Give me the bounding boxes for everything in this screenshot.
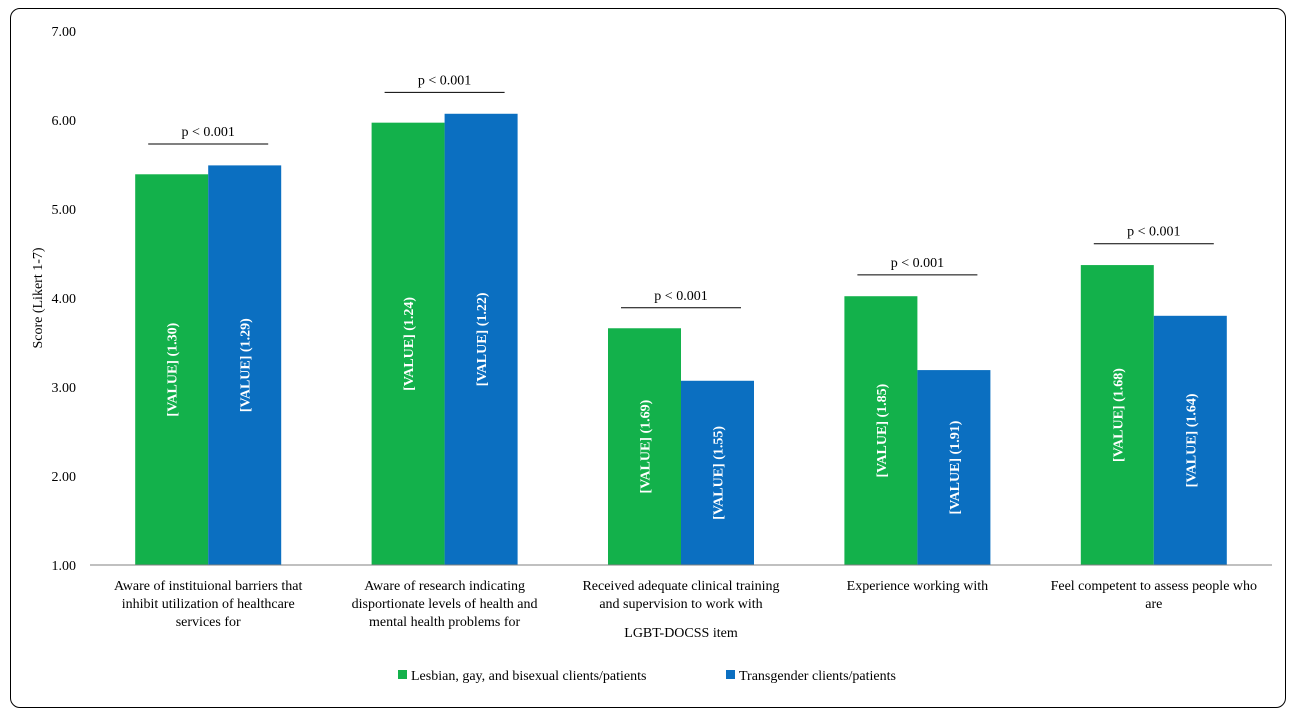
significance-label: p < 0.001 bbox=[891, 256, 944, 271]
bar-lgb bbox=[1080, 265, 1154, 565]
bar-lgb bbox=[844, 296, 918, 565]
data-label: [VALUE] (1.55) bbox=[712, 426, 727, 520]
significance-label: p < 0.001 bbox=[654, 289, 707, 304]
x-category-label: disportionate levels of health and bbox=[352, 597, 538, 612]
x-category-label: are bbox=[1145, 597, 1162, 612]
x-category-label: Aware of research indicating bbox=[364, 579, 525, 594]
legend-swatch bbox=[398, 670, 407, 679]
data-label: [VALUE] (1.22) bbox=[475, 292, 490, 386]
legend-swatch bbox=[726, 670, 735, 679]
y-tick-label: 7.00 bbox=[52, 25, 77, 40]
y-tick-label: 6.00 bbox=[52, 114, 77, 129]
bar-lgb bbox=[135, 174, 209, 566]
data-label: [VALUE] (1.30) bbox=[166, 322, 181, 416]
data-label: [VALUE] (1.29) bbox=[239, 318, 254, 412]
y-tick-label: 2.00 bbox=[52, 470, 77, 485]
x-category-label: Aware of instituional barriers that bbox=[114, 579, 303, 594]
significance-label: p < 0.001 bbox=[418, 73, 471, 88]
data-label: [VALUE] (1.91) bbox=[948, 420, 963, 514]
x-category-label: and supervision to work with bbox=[599, 597, 762, 612]
data-label: [VALUE] (1.69) bbox=[639, 399, 654, 493]
bar-transgender bbox=[1153, 315, 1227, 565]
x-category-label: Experience working with bbox=[847, 579, 989, 594]
significance-label: p < 0.001 bbox=[1127, 225, 1180, 240]
data-label: [VALUE] (1.85) bbox=[875, 383, 890, 477]
x-axis-label: LGBT-DOCSS item bbox=[624, 626, 738, 641]
significance-label: p < 0.001 bbox=[181, 125, 234, 140]
y-tick-label: 3.00 bbox=[52, 381, 77, 396]
data-label: [VALUE] (1.24) bbox=[402, 297, 417, 391]
x-category-label: services for bbox=[176, 615, 241, 630]
bar-chart: 1.00 2.00 3.00 4.00 5.00 6.00 7.00 Score (Liker… bbox=[31, 25, 1272, 684]
x-category-label: mental health problems for bbox=[369, 615, 521, 630]
bar-lgb bbox=[608, 328, 681, 565]
bar-transgender bbox=[208, 165, 282, 565]
bar-transgender bbox=[917, 370, 991, 565]
bar-lgb bbox=[371, 122, 445, 566]
x-category-label: inhibit utilization of healthcare bbox=[122, 597, 295, 612]
bar-transgender bbox=[681, 380, 754, 565]
x-category-label: Feel competent to assess people who bbox=[1051, 579, 1257, 594]
legend-label: Lesbian, gay, and bisexual clients/patie… bbox=[411, 669, 646, 684]
y-tick-label: 5.00 bbox=[52, 203, 77, 218]
y-tick-label: 4.00 bbox=[52, 292, 77, 307]
y-tick-label: 1.00 bbox=[52, 559, 77, 574]
data-label: [VALUE] (1.68) bbox=[1111, 368, 1126, 462]
x-category-label: Received adequate clinical training bbox=[582, 579, 779, 594]
bar-transgender bbox=[444, 113, 518, 566]
data-label: [VALUE] (1.64) bbox=[1184, 393, 1199, 487]
y-axis-label: Score (Likert 1-7) bbox=[31, 247, 46, 348]
legend-label: Transgender clients/patients bbox=[739, 669, 896, 684]
